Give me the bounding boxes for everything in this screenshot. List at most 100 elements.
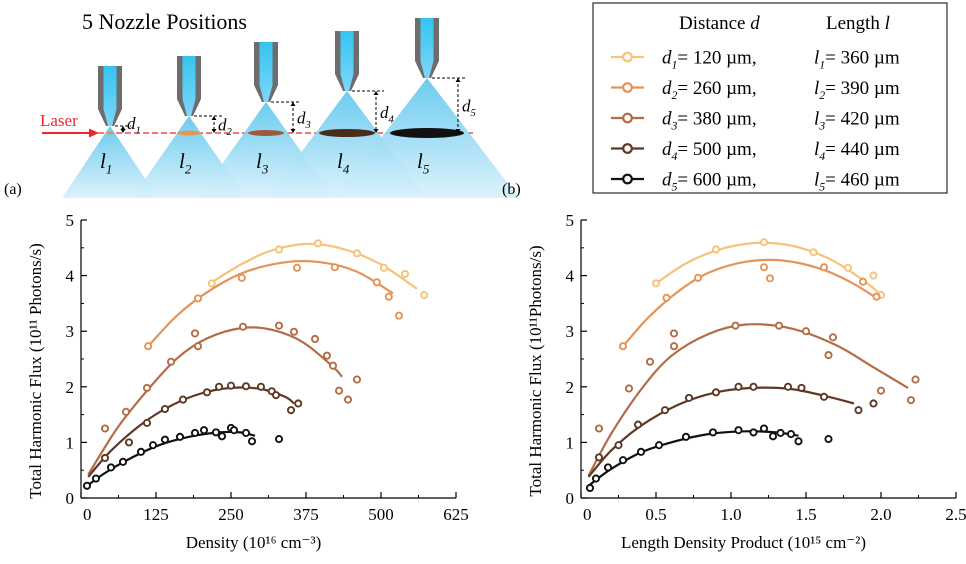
distance-arrow-top	[455, 78, 461, 82]
data-point-d3	[352, 375, 362, 384]
data-point-d5	[681, 432, 691, 441]
interaction-region	[319, 129, 375, 137]
length-label-l4: l4	[337, 149, 350, 176]
data-point-d4	[226, 381, 236, 390]
interaction-region	[390, 128, 464, 138]
legend-distance-text: d3= 380 µm,	[662, 109, 757, 133]
length-label-l5: l5	[417, 149, 430, 176]
data-point-d1	[379, 263, 389, 272]
data-point-d3	[100, 424, 110, 433]
data-point-d4	[214, 382, 224, 391]
data-point-d5	[160, 435, 170, 444]
data-point-d5	[776, 428, 785, 437]
data-point-d2	[193, 294, 203, 303]
data-point-d2	[292, 263, 302, 272]
length-label-l3: l3	[256, 149, 269, 176]
schematic-title: 5 Nozzle Positions	[82, 9, 247, 34]
data-point-d5	[274, 435, 284, 444]
y-tick-label: 1	[566, 433, 575, 452]
series-d2	[144, 259, 404, 351]
interaction-region	[248, 130, 284, 136]
legend-entry-1: d1= 120 µm, l1= 360 µm	[611, 48, 900, 72]
distance-arrow-bottom	[373, 129, 379, 133]
legend-header-distance: Distance d	[679, 13, 760, 34]
panel-b-label: (b)	[502, 181, 521, 198]
data-point-d5	[229, 426, 239, 435]
series-d3	[587, 321, 920, 477]
nozzle-bore	[103, 66, 117, 126]
data-point-d4	[271, 391, 281, 400]
data-point-d4	[660, 406, 670, 415]
legend-box	[592, 2, 948, 194]
data-point-d5	[824, 435, 833, 444]
nozzle-1: d1 l1	[62, 66, 158, 198]
legend-distance-text: d1= 120 µm,	[662, 48, 757, 72]
data-point-d2	[872, 292, 881, 301]
series-d1	[207, 239, 429, 300]
data-point-d5	[175, 432, 185, 441]
interaction-region	[177, 130, 201, 136]
data-point-d3	[193, 342, 203, 351]
legend-entry-5: d5= 600 µm, l5= 460 µm	[611, 170, 900, 194]
x-tick-label: 625	[443, 505, 469, 524]
x-tick-label: 0	[83, 505, 92, 524]
data-point-d3	[322, 351, 332, 360]
data-point-d3	[669, 329, 679, 338]
data-point-d3	[328, 361, 338, 370]
data-point-d4	[202, 388, 212, 397]
data-point-d3	[166, 357, 176, 366]
nozzle-bore	[259, 42, 273, 102]
data-point-d1	[313, 239, 323, 248]
data-point-d5	[794, 437, 803, 446]
data-point-d4	[819, 392, 829, 401]
data-point-d3	[876, 386, 886, 395]
data-point-d5	[190, 428, 200, 437]
data-point-d4	[783, 382, 793, 391]
x-tick-label: 250	[218, 505, 244, 524]
data-point-d3	[645, 357, 655, 366]
x-tick-label: 1.0	[720, 505, 741, 524]
legend-entry-4: d4= 500 µm, l4= 440 µm	[611, 139, 900, 163]
data-point-d3	[343, 395, 353, 404]
data-point-d2	[144, 342, 153, 351]
y-tick-label: 2	[566, 378, 575, 397]
data-point-d3	[121, 407, 131, 416]
distance-label-d3: d3	[297, 109, 311, 131]
data-point-d1	[759, 238, 769, 247]
fit-curve-d1	[211, 242, 418, 290]
legend-header-length: Length l	[826, 13, 890, 34]
legend-distance-text: d5= 600 µm,	[662, 170, 757, 194]
data-point-d4	[734, 382, 743, 391]
data-point-d3	[310, 334, 320, 344]
data-point-d3	[594, 424, 604, 433]
data-point-d2	[618, 342, 628, 351]
data-point-d2	[765, 274, 775, 283]
y-axis-label: Total Harmonic Flux (10¹¹ Photons/s)	[26, 243, 45, 499]
legend-marker	[622, 82, 633, 93]
data-point-d4	[594, 453, 604, 462]
distance-label-d1: d1	[127, 114, 141, 136]
laser-arrow-head	[89, 128, 99, 138]
x-axis-label: Length Density Product (10¹⁵ cm⁻²)	[621, 533, 866, 552]
x-axis-label: Density (10¹⁶ cm⁻³)	[186, 533, 322, 552]
data-point-d5	[106, 463, 116, 472]
data-point-d1	[869, 271, 878, 280]
series-d3	[87, 321, 362, 476]
data-point-d3	[774, 321, 784, 330]
series-d2	[618, 258, 881, 351]
nozzle-bore	[340, 31, 354, 91]
data-point-d5	[636, 447, 646, 456]
distance-arrow-top	[373, 91, 379, 95]
data-point-d5	[91, 474, 101, 483]
data-point-d3	[289, 327, 299, 336]
legend-distance-text: d2= 260 µm,	[662, 78, 757, 102]
y-tick-label: 0	[566, 489, 575, 508]
y-tick-label: 5	[566, 211, 575, 230]
distance-label-d5: d5	[462, 97, 476, 119]
data-point-d2	[237, 273, 246, 282]
data-point-d3	[906, 396, 916, 405]
data-point-d5	[786, 430, 796, 439]
panel-a-label: (a)	[4, 181, 22, 198]
data-point-d2	[394, 311, 404, 320]
